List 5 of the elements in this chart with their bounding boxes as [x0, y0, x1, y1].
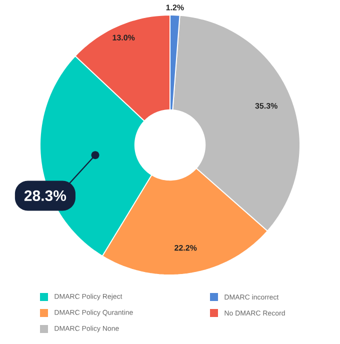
- data-label: 22.2%: [174, 245, 197, 251]
- data-label: 35.3%: [255, 103, 278, 109]
- data-label: 28.3%: [24, 190, 66, 202]
- data-label: 1.2%: [166, 4, 184, 10]
- data-label: 13.0%: [112, 34, 135, 40]
